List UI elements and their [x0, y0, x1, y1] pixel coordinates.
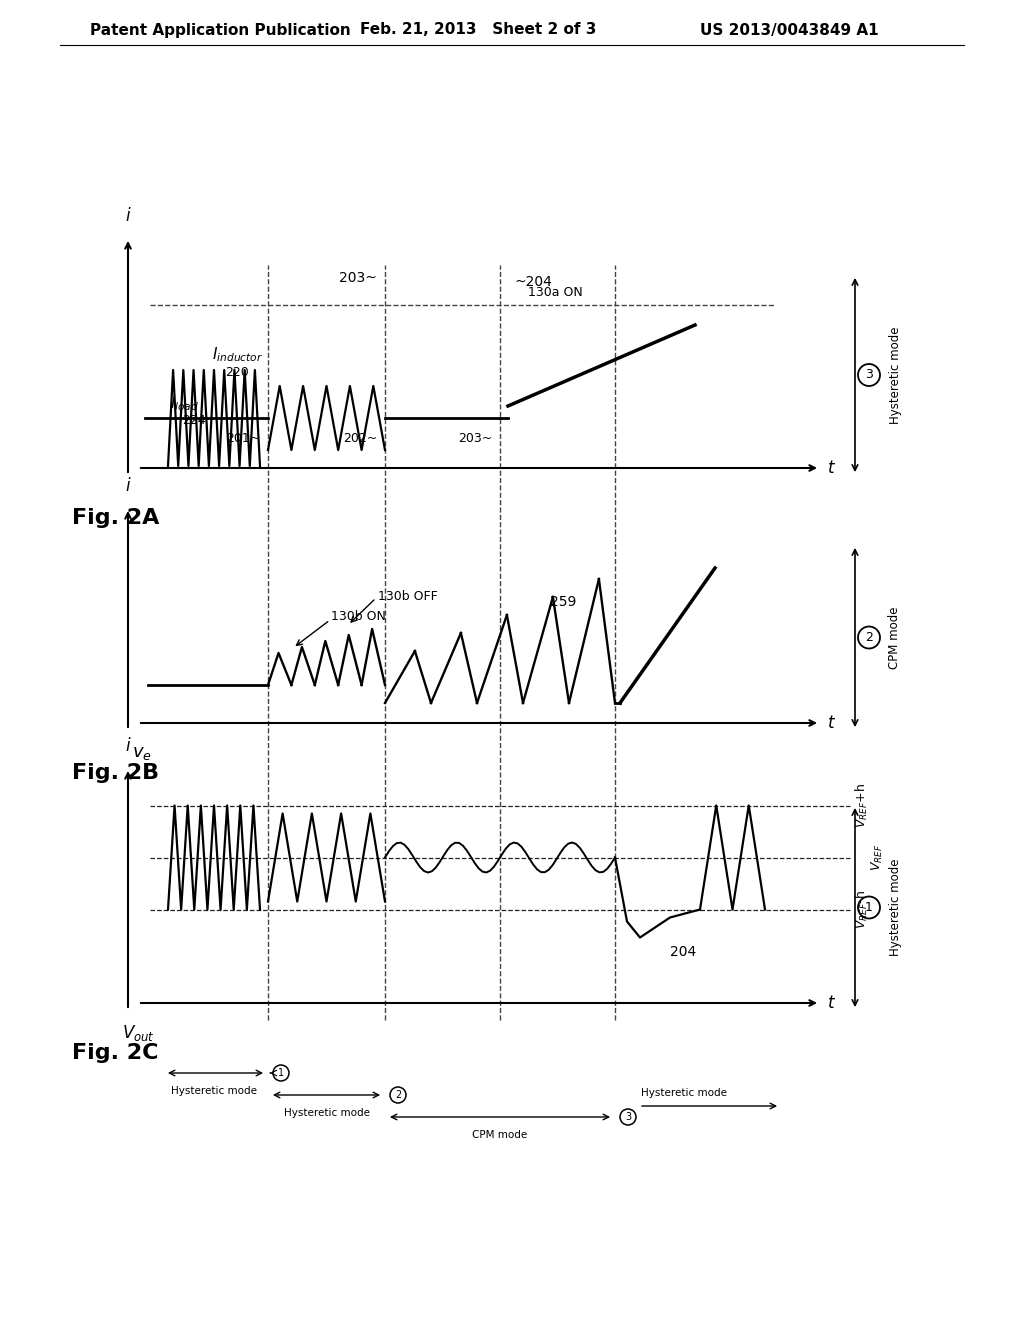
Text: CPM mode: CPM mode — [889, 606, 901, 669]
Text: $v_e$: $v_e$ — [132, 744, 152, 762]
Text: 130b OFF: 130b OFF — [378, 590, 437, 602]
Text: Hysteretic mode: Hysteretic mode — [284, 1107, 370, 1118]
Text: t: t — [828, 459, 835, 477]
Text: 3: 3 — [865, 368, 872, 381]
Text: t: t — [828, 714, 835, 733]
Text: 130a ON: 130a ON — [528, 285, 583, 298]
Text: Feb. 21, 2013   Sheet 2 of 3: Feb. 21, 2013 Sheet 2 of 3 — [360, 22, 596, 37]
Text: 203~: 203~ — [339, 271, 377, 285]
Text: $V_{REF}$-h: $V_{REF}$-h — [854, 890, 870, 929]
Text: $V_{out}$: $V_{out}$ — [122, 1023, 155, 1043]
Text: 259: 259 — [550, 595, 577, 610]
Text: Hysteretic mode: Hysteretic mode — [641, 1088, 727, 1098]
Text: 202~: 202~ — [343, 432, 377, 445]
Text: 1: 1 — [278, 1068, 284, 1078]
Text: $V_{REF}$: $V_{REF}$ — [869, 843, 885, 871]
Text: ~204: ~204 — [515, 275, 553, 289]
Text: 130b ON: 130b ON — [331, 610, 386, 623]
Text: 203~: 203~ — [458, 432, 492, 445]
Text: t: t — [828, 994, 835, 1012]
Text: CPM mode: CPM mode — [472, 1130, 527, 1140]
Text: $I_{inductor}$: $I_{inductor}$ — [212, 346, 263, 364]
Text: 220: 220 — [225, 366, 249, 379]
Text: Fig. 2B: Fig. 2B — [72, 763, 159, 783]
Text: US 2013/0043849 A1: US 2013/0043849 A1 — [700, 22, 879, 37]
Text: i: i — [126, 477, 130, 495]
Text: Patent Application Publication: Patent Application Publication — [90, 22, 351, 37]
Text: $I_{load}$: $I_{load}$ — [170, 395, 200, 413]
Text: 2: 2 — [865, 631, 872, 644]
Text: 204: 204 — [670, 945, 696, 958]
Text: 1: 1 — [865, 902, 872, 913]
Text: Hysteretic mode: Hysteretic mode — [889, 859, 901, 956]
Text: 201~: 201~ — [225, 432, 260, 445]
Text: 224: 224 — [182, 413, 206, 426]
Text: 2: 2 — [395, 1090, 401, 1100]
Text: 3: 3 — [625, 1111, 631, 1122]
Text: Fig. 2A: Fig. 2A — [72, 508, 160, 528]
Text: Hysteretic mode: Hysteretic mode — [171, 1086, 257, 1096]
Text: Hysteretic mode: Hysteretic mode — [889, 326, 901, 424]
Text: Fig. 2C: Fig. 2C — [72, 1043, 159, 1063]
Text: i: i — [126, 737, 130, 755]
Text: $V_{REF}$+h: $V_{REF}$+h — [854, 783, 870, 828]
Text: i: i — [126, 207, 130, 224]
